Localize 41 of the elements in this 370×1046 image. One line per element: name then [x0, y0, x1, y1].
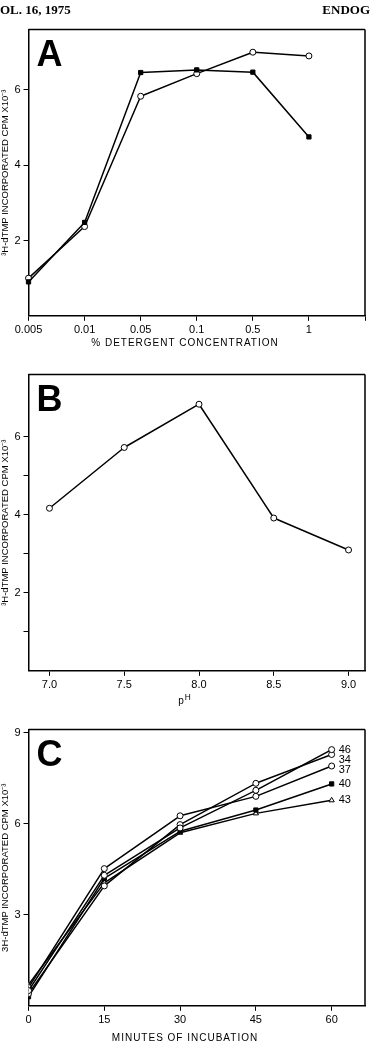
x-tick-label: 0	[25, 1013, 32, 1026]
y-tick-label: 2	[14, 585, 21, 598]
x-tick-label: 0.05	[129, 323, 152, 336]
series-label: 34	[338, 752, 351, 765]
x-tick-label: 8.0	[191, 678, 207, 691]
x-tick-label: 1	[305, 323, 312, 336]
x-axis-title: % DETERGENT CONCENTRATION	[90, 337, 280, 348]
x-tick-label: 7.5	[116, 678, 132, 691]
chart-title: B	[36, 377, 63, 419]
x-axis-title: p$^{H}$	[177, 692, 193, 707]
x-tick-label: 7.0	[41, 678, 58, 691]
y-axis-title: ³H-dTMP INCORPORATED CPM X10⁻³	[0, 439, 11, 606]
y-axis-title: ³H-dTMP INCORPORATED CPM X10⁻³	[0, 89, 11, 256]
y-tick-label: 4	[14, 158, 21, 171]
x-tick-label: 15	[98, 1013, 111, 1026]
y-tick-label: 2	[14, 233, 21, 246]
x-tick-label: 9.0	[340, 678, 357, 691]
x-tick-label: 8.5	[266, 678, 282, 691]
x-tick-label: 0.5	[245, 323, 261, 336]
series-label: 46	[338, 742, 351, 755]
series-label: 37	[338, 762, 351, 775]
x-tick-label: 30	[173, 1013, 187, 1026]
y-tick-label: 4	[14, 507, 21, 520]
y-tick-label: 6	[14, 429, 21, 442]
chart-title: A	[36, 32, 63, 74]
x-tick-label: 0.1	[189, 323, 205, 336]
text: ENDOG	[322, 2, 370, 18]
y-tick-label: 3	[14, 907, 21, 920]
series-label: 43	[338, 793, 351, 806]
y-tick-label: 9	[14, 725, 21, 738]
x-axis-title: MINUTES OF INCUBATION	[110, 1032, 260, 1043]
chart-title: C	[36, 732, 63, 774]
text: OL. 16, 1975	[0, 2, 71, 18]
x-tick-label: 0.005	[14, 323, 43, 336]
x-tick-label: 60	[325, 1013, 338, 1026]
y-tick-label: 6	[14, 816, 21, 829]
x-tick-label: 45	[249, 1013, 262, 1026]
y-tick-label: 6	[14, 82, 21, 95]
series-label: 40	[338, 776, 351, 789]
y-axis-title: 3H-dTMP INCORPORATED CPM X10⁻³	[0, 783, 11, 952]
x-tick-label: 0.01	[73, 323, 96, 336]
